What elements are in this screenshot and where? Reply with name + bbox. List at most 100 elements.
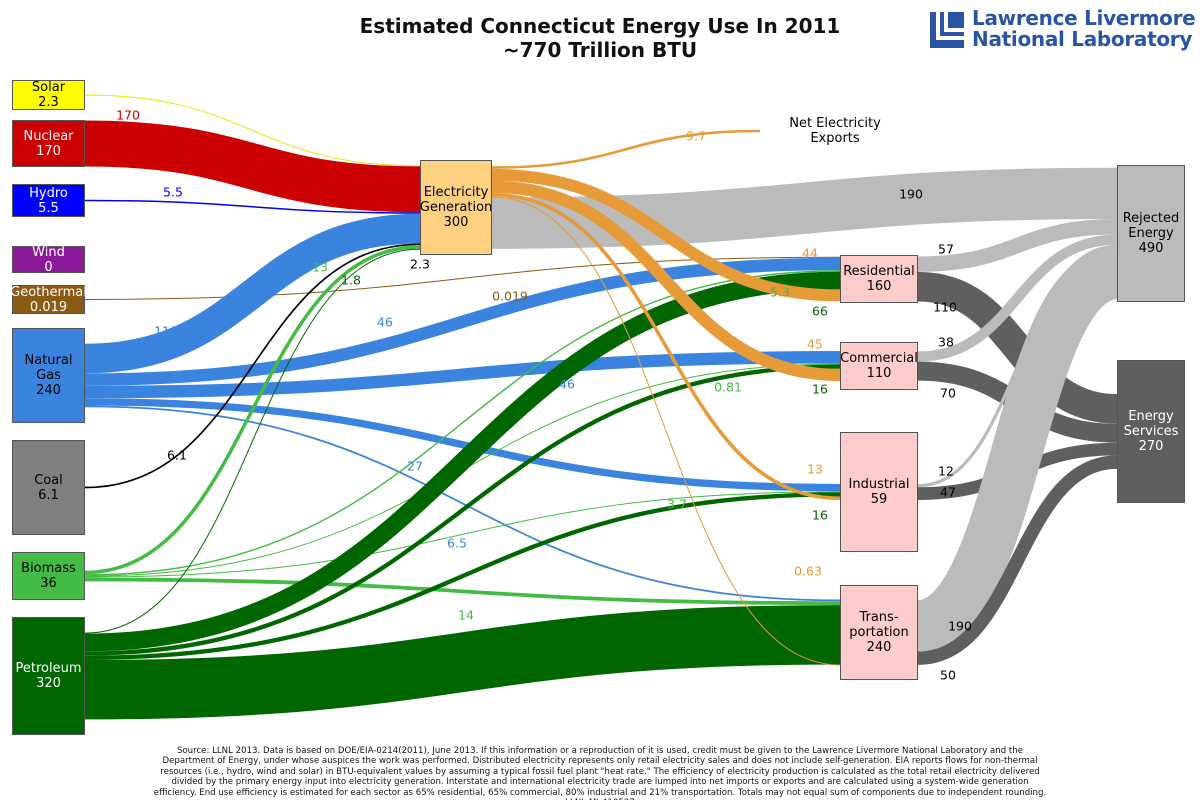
node-label: Residential — [843, 264, 915, 279]
node-label: Industrial — [848, 477, 910, 492]
flow — [84, 577, 841, 606]
chart-title-block: Estimated Connecticut Energy Use In 2011… — [300, 14, 900, 62]
flow-label: 46 — [377, 315, 393, 330]
flow-label: 16 — [812, 382, 828, 397]
flow — [84, 257, 841, 386]
flow-label: 220 — [803, 627, 827, 642]
node-label: Wind — [32, 244, 65, 260]
node-value: 270 — [1138, 439, 1164, 454]
node-value: 0.019 — [29, 299, 68, 315]
flow-label: 27 — [407, 459, 423, 474]
flow-label: 44 — [802, 246, 818, 261]
flow-label: 13 — [312, 260, 328, 275]
node-label: Natural Gas — [24, 353, 73, 383]
flow-label: 16 — [812, 508, 828, 523]
node: Wind 0 — [12, 244, 85, 275]
flow — [84, 271, 841, 652]
flow-label: 13 — [807, 462, 823, 477]
flow — [84, 245, 421, 575]
node: Rejected Energy 490 — [1117, 165, 1185, 302]
flow-label: 12 — [938, 464, 954, 479]
node-label: Rejected Energy — [1122, 211, 1180, 241]
flow-label: 46 — [559, 377, 575, 392]
flow — [917, 219, 1118, 272]
flow-label: 14 — [458, 608, 474, 623]
flow — [491, 196, 841, 666]
node-value: 170 — [36, 143, 61, 159]
node: Commercial 110 — [840, 342, 918, 390]
flow — [84, 270, 841, 576]
flow — [84, 364, 841, 656]
flow-label: 1.8 — [341, 273, 361, 288]
node-label: Commercial — [840, 351, 918, 366]
flow-label: 5.5 — [163, 185, 183, 200]
flow-label: 6.5 — [447, 536, 467, 551]
chart-title: Estimated Connecticut Energy Use In 2011 — [359, 14, 841, 38]
flow — [84, 398, 841, 492]
flow-label: 0.81 — [714, 380, 742, 395]
flow — [84, 248, 421, 634]
node-value: 320 — [36, 676, 61, 691]
node: Geothermal 0.019 — [10, 285, 87, 315]
node-value: 240 — [866, 640, 892, 655]
flow-label: 47 — [940, 485, 956, 500]
node-label: Hydro — [29, 185, 68, 201]
flow — [917, 234, 1118, 362]
flow — [491, 129, 761, 169]
flow-label: 0.63 — [794, 564, 822, 579]
node-value: 240 — [36, 383, 61, 398]
flow — [491, 168, 841, 302]
logo-icon — [930, 12, 964, 48]
node-label: Nuclear — [23, 128, 74, 144]
node: Net Electricity Exports — [770, 116, 900, 146]
flow — [84, 351, 841, 399]
flow-label: 0.019 — [492, 289, 528, 304]
flow — [84, 199, 421, 214]
logo-line: Lawrence Livermore — [972, 6, 1196, 30]
node: Trans-portation 240 — [840, 585, 918, 680]
chart-subtitle: ~770 Trillion BTU — [502, 38, 698, 62]
node-value: 2.3 — [38, 95, 59, 110]
flow — [84, 243, 421, 489]
node: Solar 2.3 — [12, 80, 85, 110]
flow — [84, 605, 841, 720]
flow — [84, 94, 421, 167]
flow-label: 2.3 — [410, 257, 430, 272]
flow — [917, 455, 1118, 665]
node: Hydro 5.5 — [12, 184, 85, 217]
flow-label: 5.3 — [770, 285, 790, 300]
flow-label: 110 — [154, 324, 178, 339]
flow-label: 9.7 — [686, 129, 706, 144]
node: Electricity Generation 300 — [420, 160, 492, 255]
node-label: Energy Services — [1123, 409, 1179, 439]
node-label: Electricity Generation — [419, 185, 493, 215]
node: Natural Gas 240 — [12, 328, 85, 423]
node-value: 110 — [866, 366, 892, 381]
logo-line: National Laboratory — [972, 27, 1193, 51]
flow-label: 190 — [899, 187, 923, 202]
flow — [84, 492, 841, 661]
flow — [491, 180, 841, 381]
node-label: Biomass — [21, 561, 76, 576]
flow — [914, 247, 1121, 652]
node-label: Petroleum — [15, 661, 82, 676]
node: Nuclear 170 — [12, 120, 85, 167]
flow-label: 3.7 — [667, 497, 687, 512]
flow-label: 190 — [948, 619, 972, 634]
node: Biomass 36 — [12, 552, 85, 600]
flow-label: 57 — [938, 242, 954, 257]
node-value: 490 — [1138, 241, 1164, 256]
node-value: 59 — [870, 492, 888, 507]
node-label: Coal — [34, 472, 63, 488]
node-value: 300 — [443, 215, 469, 230]
node-value: 160 — [866, 279, 892, 294]
flow-label: 45 — [807, 337, 823, 352]
flow — [917, 271, 1118, 424]
flow-label: 66 — [812, 304, 828, 319]
flow-label: 6.1 — [167, 448, 187, 463]
flow — [84, 405, 841, 602]
node: Energy Services 270 — [1117, 360, 1185, 503]
flow-label: 110 — [933, 300, 957, 315]
